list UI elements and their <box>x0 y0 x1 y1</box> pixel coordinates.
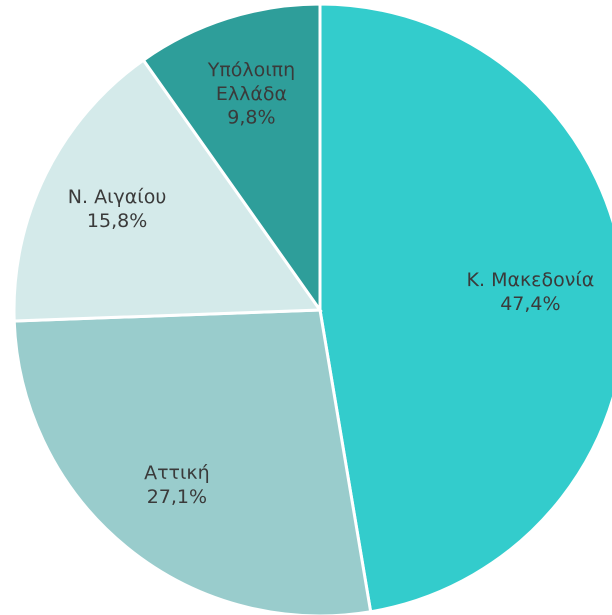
slice <box>318 2 612 614</box>
slice-label: Υπόλοιπη Ελλάδα <box>207 59 295 105</box>
slice <box>12 308 373 615</box>
value-label: 47,4% <box>500 293 560 315</box>
slice-label: Ν. Αιγαίου <box>68 186 167 208</box>
slice-label: Αττική <box>144 462 210 484</box>
slice <box>141 2 322 315</box>
slice-label: Κ. Μακεδονία <box>467 269 595 291</box>
value-label: 15,8% <box>87 210 147 232</box>
pie <box>12 2 612 615</box>
value-label: 9,8% <box>227 107 275 129</box>
value-label: 27,1% <box>147 486 207 508</box>
slice <box>12 58 323 323</box>
